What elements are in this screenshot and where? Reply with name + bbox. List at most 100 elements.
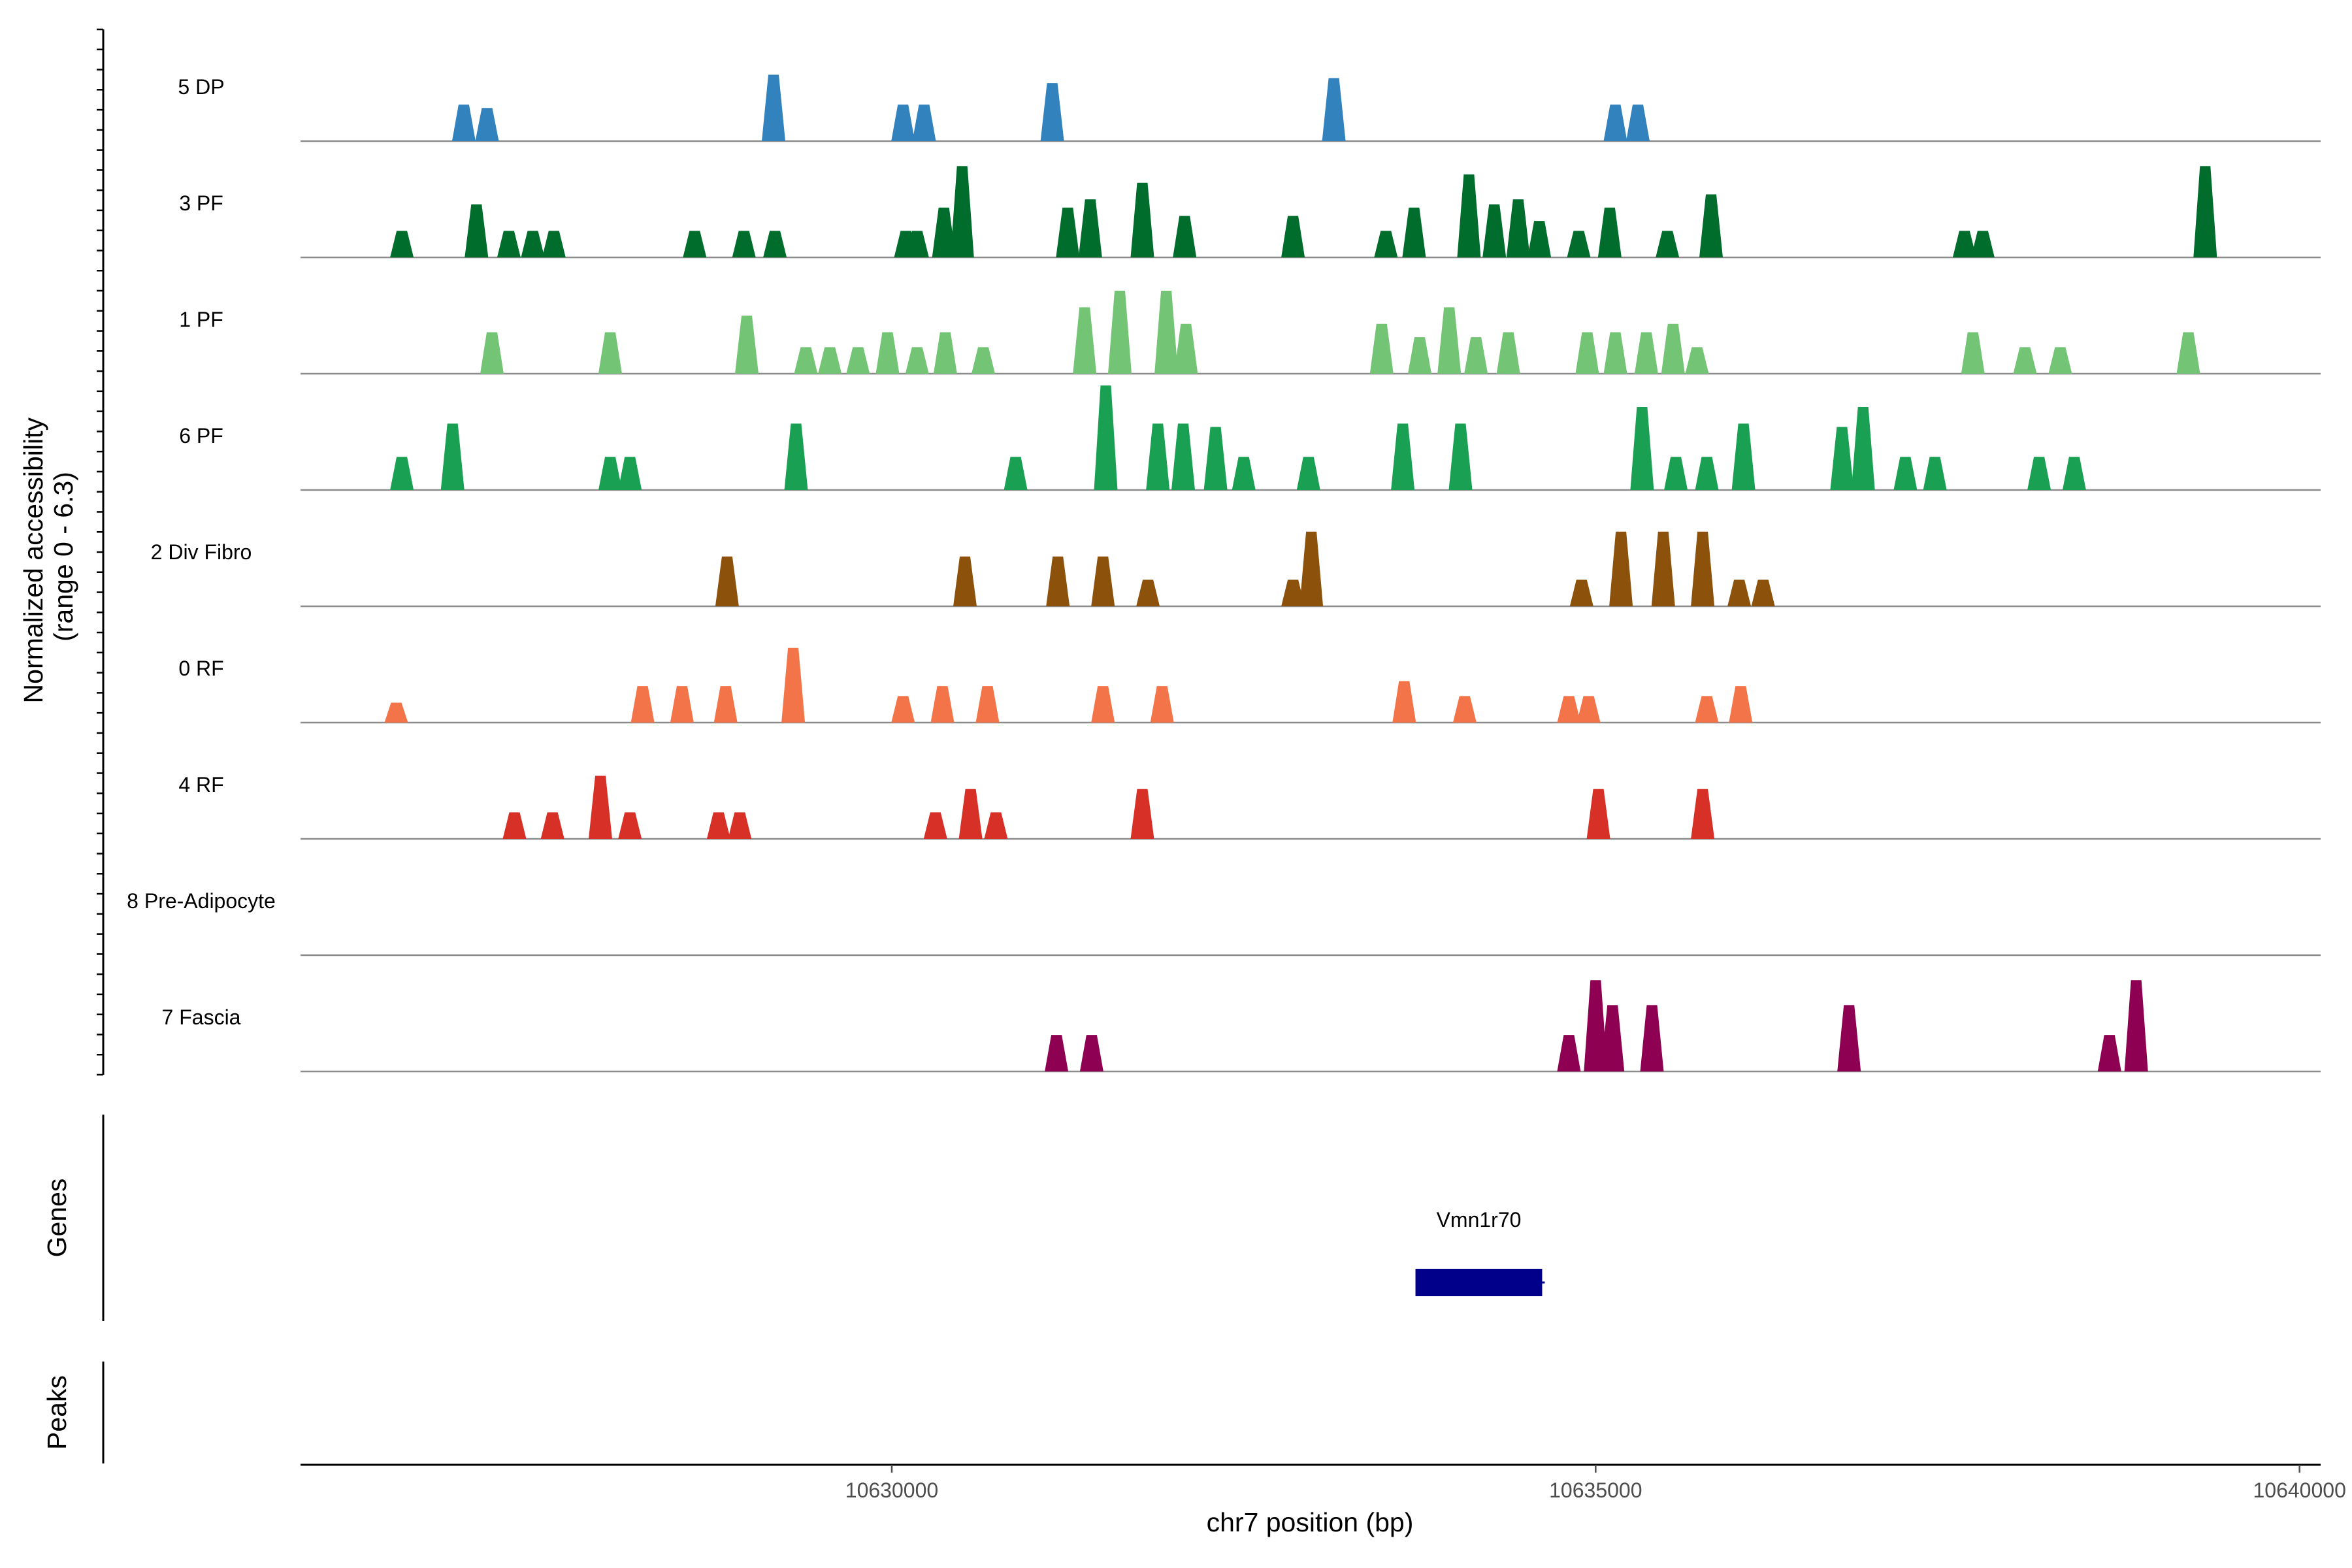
accessibility-peak bbox=[1584, 980, 1608, 1071]
accessibility-peak bbox=[1952, 231, 1976, 257]
accessibility-peak bbox=[1751, 580, 1775, 606]
gene-vmn1r70: Vmn1r70 bbox=[1415, 1208, 1545, 1296]
accessibility-peak bbox=[1392, 681, 1416, 723]
accessibility-peak bbox=[713, 686, 738, 723]
accessibility-peak bbox=[1569, 580, 1593, 606]
accessibility-peak bbox=[1923, 457, 1947, 490]
accessibility-peak bbox=[384, 702, 408, 723]
gene-label: Vmn1r70 bbox=[1437, 1208, 1522, 1232]
accessibility-peak bbox=[1402, 207, 1426, 257]
x-axis-tick-label: 10630000 bbox=[845, 1478, 938, 1502]
accessibility-peak bbox=[1464, 337, 1488, 374]
accessibility-peak bbox=[1651, 531, 1675, 606]
accessibility-peak bbox=[818, 347, 842, 374]
accessibility-peak bbox=[1369, 323, 1394, 374]
accessibility-peak bbox=[1586, 789, 1610, 839]
track-label: 1 PF bbox=[179, 308, 223, 331]
accessibility-peak bbox=[1457, 174, 1481, 257]
accessibility-peak bbox=[1691, 531, 1715, 606]
accessibility-peak bbox=[732, 231, 756, 257]
accessibility-peak bbox=[1597, 207, 1622, 257]
x-axis-tick-label: 10640000 bbox=[2253, 1478, 2345, 1502]
track-8-pre-adipocyte: 8 Pre-Adipocyte bbox=[127, 889, 2321, 956]
accessibility-tracks: 5 DP 3 PF 1 PF 6 PF 2 Div Fibro 0 RF 4 RF 8 Pre… bbox=[127, 74, 2321, 1073]
accessibility-peak bbox=[589, 776, 612, 839]
accessibility-peak bbox=[1448, 423, 1473, 490]
accessibility-peak bbox=[2193, 166, 2217, 257]
accessibility-peak bbox=[950, 166, 974, 257]
accessibility-peak bbox=[794, 347, 818, 374]
accessibility-peak bbox=[390, 457, 414, 490]
accessibility-peak bbox=[440, 423, 465, 490]
accessibility-peak bbox=[912, 105, 936, 141]
accessibility-peak bbox=[875, 332, 900, 374]
gene-annotations: Vmn1r70 bbox=[1415, 1208, 1545, 1296]
track-0-rf: 0 RF bbox=[178, 647, 2321, 724]
accessibility-peak bbox=[1040, 83, 1064, 141]
accessibility-peak bbox=[542, 231, 566, 257]
accessibility-peak bbox=[1656, 231, 1680, 257]
accessibility-peak bbox=[715, 556, 739, 606]
accessibility-peak bbox=[1699, 194, 1723, 257]
accessibility-peak bbox=[1557, 1035, 1581, 1071]
accessibility-peak bbox=[1727, 580, 1752, 606]
track-label: 8 Pre-Adipocyte bbox=[127, 889, 276, 913]
accessibility-peak bbox=[1695, 457, 1719, 490]
accessibility-peak bbox=[763, 231, 787, 257]
accessibility-peak bbox=[465, 204, 489, 257]
accessibility-peak bbox=[390, 231, 414, 257]
accessibility-peak bbox=[1691, 789, 1715, 839]
accessibility-peak bbox=[1173, 216, 1197, 257]
accessibility-peak bbox=[598, 332, 622, 374]
accessibility-peak bbox=[933, 332, 957, 374]
track-label: 4 RF bbox=[178, 773, 223, 796]
accessibility-peak bbox=[1108, 291, 1132, 374]
accessibility-peak bbox=[1557, 696, 1581, 723]
accessibility-peak bbox=[1171, 423, 1195, 490]
peaks-axis-title: Peaks bbox=[42, 1375, 72, 1450]
genes-axis-title: Genes bbox=[42, 1179, 72, 1258]
accessibility-peak bbox=[1150, 686, 1174, 723]
accessibility-peak bbox=[1136, 580, 1160, 606]
accessibility-peak bbox=[630, 686, 655, 723]
accessibility-peak bbox=[1661, 323, 1685, 374]
track-3-pf: 3 PF bbox=[179, 166, 2321, 259]
accessibility-peak bbox=[1146, 423, 1170, 490]
accessibility-peak bbox=[683, 231, 707, 257]
accessibility-peak bbox=[1154, 291, 1179, 374]
accessibility-peak bbox=[923, 812, 947, 839]
accessibility-peak bbox=[1004, 457, 1028, 490]
accessibility-peak bbox=[958, 789, 983, 839]
accessibility-peak bbox=[2048, 347, 2072, 374]
accessibility-peak bbox=[1830, 427, 1854, 490]
accessibility-peak bbox=[670, 686, 694, 723]
accessibility-peak bbox=[540, 812, 564, 839]
accessibility-peak bbox=[618, 812, 642, 839]
accessibility-peak bbox=[2027, 457, 2051, 490]
track-label: 6 PF bbox=[179, 424, 223, 448]
accessibility-peak bbox=[1970, 231, 1995, 257]
accessibility-peak bbox=[1437, 307, 1462, 374]
track-1-pf: 1 PF bbox=[179, 291, 2321, 375]
accessibility-peak bbox=[1322, 78, 1346, 141]
accessibility-peak bbox=[1408, 337, 1431, 374]
accessibility-peak bbox=[1299, 531, 1324, 606]
accessibility-peak bbox=[1091, 556, 1115, 606]
track-label: 5 DP bbox=[178, 75, 224, 99]
accessibility-peak bbox=[1296, 457, 1320, 490]
accessibility-peak bbox=[735, 316, 759, 374]
track-4-rf: 4 RF bbox=[178, 773, 2321, 840]
accessibility-peak bbox=[728, 812, 752, 839]
accessibility-peak bbox=[1452, 696, 1477, 723]
accessibility-peak bbox=[1073, 307, 1097, 374]
x-axis: 10630000 10635000 10640000 bbox=[301, 1463, 2346, 1502]
accessibility-peak bbox=[502, 812, 527, 839]
accessibility-peak bbox=[1893, 457, 1918, 490]
accessibility-peak bbox=[891, 105, 915, 141]
accessibility-peak bbox=[480, 332, 504, 374]
accessibility-peak bbox=[1045, 1035, 1069, 1071]
track-2-div-fibro: 2 Div Fibro bbox=[151, 531, 2321, 608]
accessibility-peak bbox=[1640, 1005, 1664, 1071]
y-axis-title: Normalized accessibility (range 0 - 6.3) bbox=[18, 410, 78, 704]
x-axis-tick-label: 10635000 bbox=[1549, 1478, 1642, 1502]
